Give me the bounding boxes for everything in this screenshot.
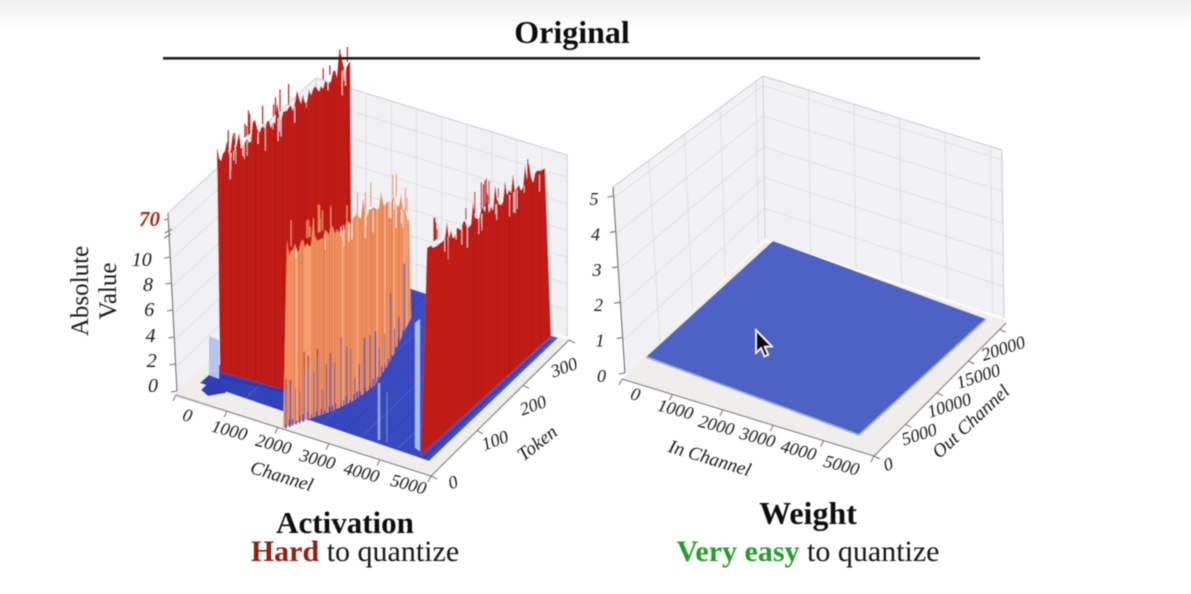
svg-text:Token: Token [514,422,562,466]
svg-text:0: 0 [881,453,896,475]
svg-text:Out Channel: Out Channel [928,381,1014,463]
svg-text:Hard to quantize: Hard to quantize [251,535,459,568]
svg-text:4000: 4000 [779,436,819,465]
svg-text:2000: 2000 [254,430,294,459]
svg-text:Weight: Weight [759,495,857,531]
svg-text:10: 10 [132,249,152,271]
svg-text:5000: 5000 [389,470,429,499]
svg-text:3: 3 [592,260,602,280]
svg-text:Very easy to quantize: Very easy to quantize [677,535,940,568]
svg-text:1000: 1000 [210,416,250,445]
svg-text:0: 0 [597,366,606,386]
svg-text:4: 4 [146,325,156,347]
svg-text:5000: 5000 [822,451,862,480]
svg-text:0: 0 [629,383,643,405]
svg-text:70: 70 [139,207,161,231]
svg-text:4: 4 [591,224,600,244]
svg-text:8: 8 [143,274,153,296]
svg-text:100: 100 [479,426,511,454]
svg-text:200: 200 [517,391,549,419]
svg-text:Original: Original [514,14,630,50]
svg-text:1: 1 [596,331,605,351]
svg-text:4000: 4000 [342,458,382,487]
svg-text:2: 2 [147,350,157,372]
svg-text:3000: 3000 [297,445,338,474]
svg-text:0: 0 [445,471,460,493]
svg-text:3000: 3000 [737,423,778,452]
svg-text:2000: 2000 [697,411,737,440]
svg-text:2: 2 [594,295,603,315]
svg-text:Activation: Activation [276,505,414,540]
svg-text:0: 0 [181,404,195,426]
svg-text:5: 5 [590,189,599,209]
svg-text:AbsoluteValue: AbsoluteValue [67,246,122,336]
svg-text:0: 0 [148,375,158,397]
svg-text:6: 6 [144,299,154,321]
